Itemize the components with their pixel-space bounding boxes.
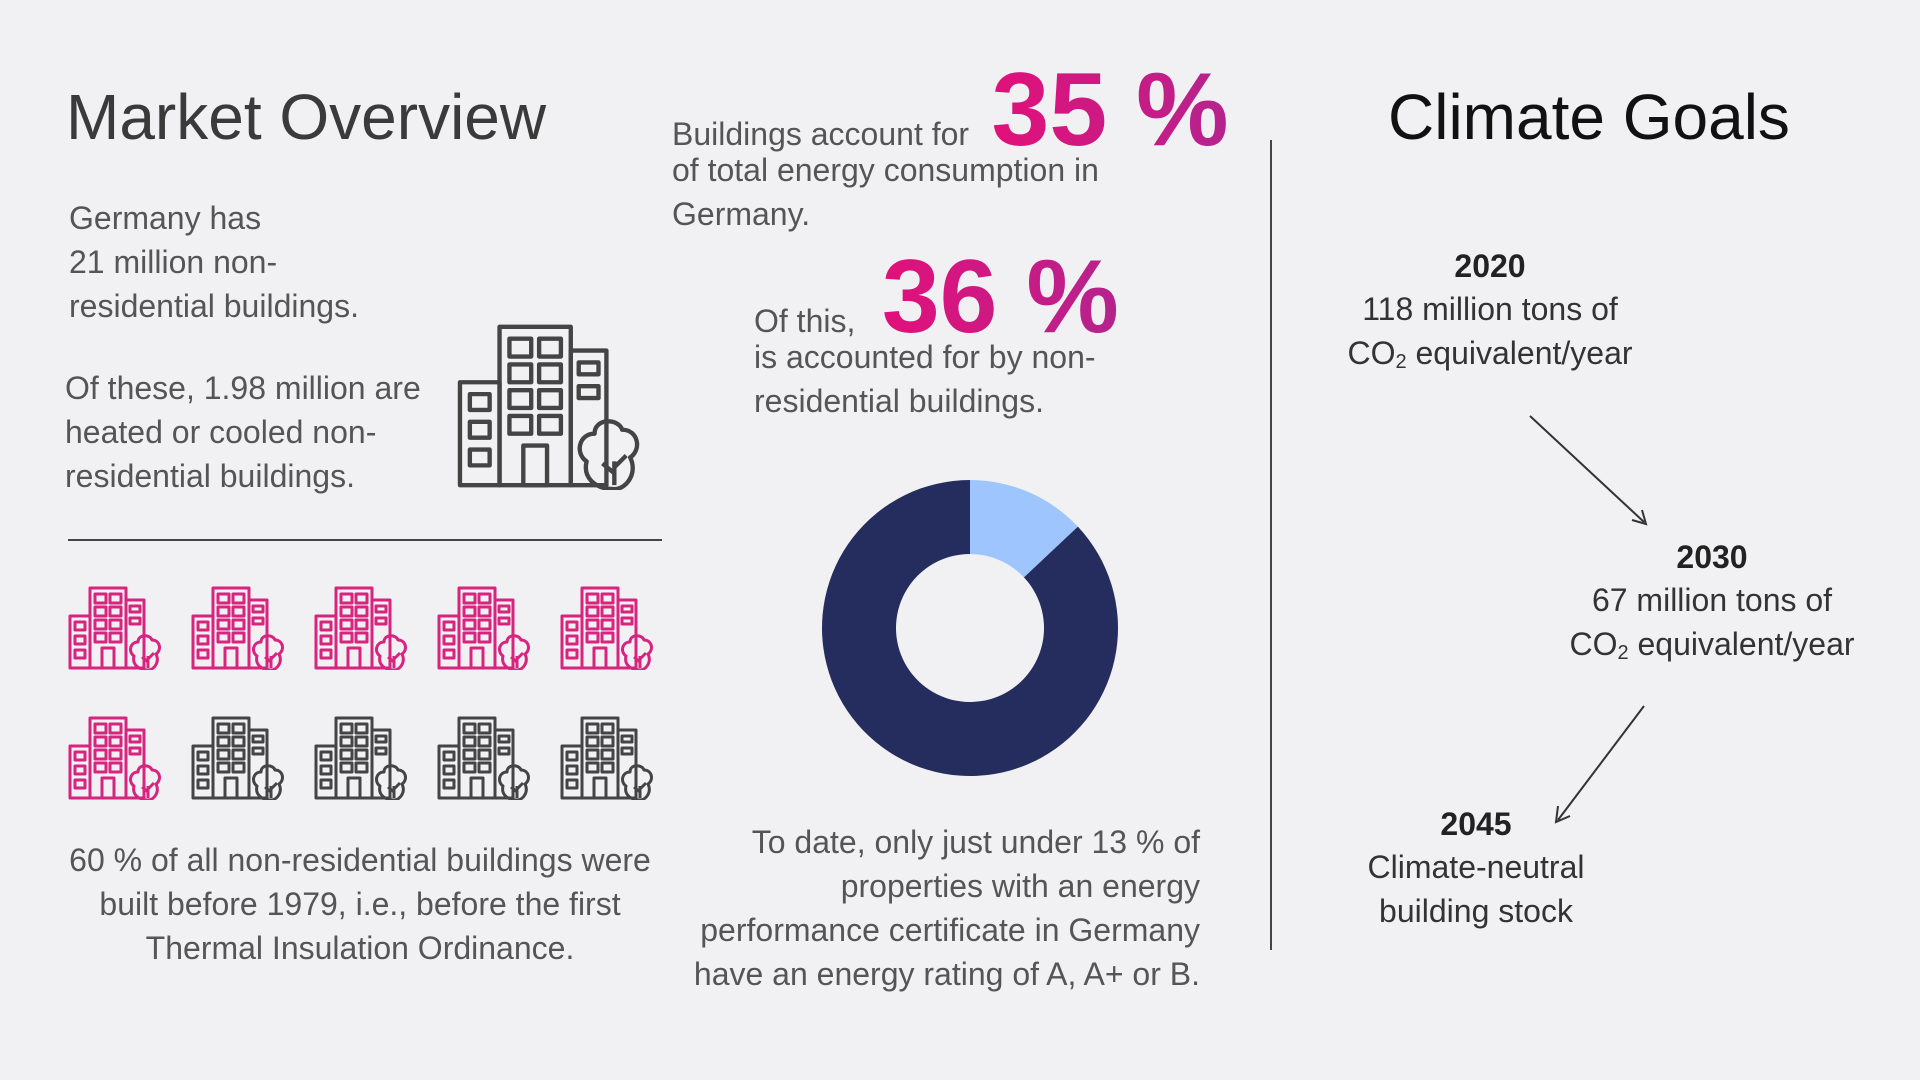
building-icon-highlighted (191, 586, 287, 672)
goal-year: 2030 (1676, 539, 1748, 575)
goal-line-2: CO2 equivalent/year (1569, 626, 1855, 664)
building-icon-grid (68, 586, 668, 806)
nonres-prefix: Of this, (754, 303, 856, 339)
nonres-value: 36 % (881, 239, 1119, 355)
pre-1979-text: 60 % of all non-residential buildings we… (40, 838, 680, 970)
pre1979-line-2: built before 1979, i.e., before the firs… (99, 886, 621, 922)
share-line-2: of total energy consumption in (672, 152, 1099, 188)
section-divider (68, 539, 662, 541)
these-line-2: heated or cooled non- (65, 414, 377, 450)
donut-slice-a-a-or-b-rating (970, 480, 1078, 578)
goal-2045: 2045 Climate-neutral building stock (1316, 806, 1636, 933)
climate-goals-title: Climate Goals (1388, 81, 1790, 153)
column-divider (1270, 140, 1272, 950)
goal-line-1: 118 million tons of (1362, 291, 1618, 327)
building-icon-base (191, 716, 287, 802)
goal-2030: 2030 67 million tons of CO2 equivalent/y… (1552, 539, 1872, 675)
goal-line-1: 67 million tons of (1591, 582, 1833, 618)
arrow-2020-to-2030 (1529, 415, 1648, 526)
rating-line-2: properties with an energy (840, 868, 1200, 904)
energy-share-block: Buildings account for 35 % of total ener… (672, 58, 1232, 236)
share-value: 35 % (991, 52, 1229, 168)
these-line-3: residential buildings. (65, 458, 355, 494)
these-line-1: Of these, 1.98 million are (65, 370, 421, 406)
nonres-line-3: residential buildings. (754, 383, 1044, 419)
building-icon-highlighted (68, 586, 164, 672)
goal-line-2: CO2 equivalent/year (1347, 335, 1633, 373)
rating-line-1: To date, only just under 13 % of (751, 824, 1200, 860)
germany-line-2: 21 million non- (69, 244, 278, 280)
goal-line-1: Climate-neutral (1367, 849, 1585, 885)
goal-line-2: building stock (1379, 893, 1573, 929)
pre1979-line-3: Thermal Insulation Ordinance. (145, 930, 575, 966)
heated-buildings-text: Of these, 1.98 million are heated or coo… (65, 366, 465, 498)
goal-year: 2020 (1454, 248, 1526, 284)
goal-2020: 2020 118 million tons of CO2 equivalent/… (1330, 248, 1650, 384)
germany-buildings-text: Germany has 21 million non- residential … (69, 196, 449, 328)
nonres-share-block: Of this, 36 % is accounted for by non- r… (754, 245, 1234, 423)
donut-slice-other-ratings (822, 480, 1118, 776)
building-icon-highlighted (68, 716, 164, 802)
building-icon-base (437, 716, 533, 802)
building-icon-highlighted (560, 586, 656, 672)
germany-line-3: residential buildings. (69, 288, 359, 324)
arrow-2030-to-2045 (1554, 705, 1645, 824)
rating-line-4: have an energy rating of A, A+ or B. (693, 956, 1200, 992)
share-prefix: Buildings account for (672, 116, 970, 152)
building-icon-highlighted (437, 586, 533, 672)
rating-line-3: performance certificate in Germany (700, 912, 1200, 948)
energy-rating-text: To date, only just under 13 % of propert… (640, 820, 1200, 996)
share-line-3: Germany. (672, 196, 811, 232)
building-icon-base (314, 716, 410, 802)
goal-year: 2045 (1440, 806, 1512, 842)
nonres-line-2: is accounted for by non- (754, 339, 1096, 375)
building-icon-base (560, 716, 656, 802)
pre1979-line-1: 60 % of all non-residential buildings we… (69, 842, 651, 878)
building-icon (456, 322, 646, 492)
market-overview-title: Market Overview (66, 81, 547, 153)
germany-line-1: Germany has (69, 200, 262, 236)
building-icon-highlighted (314, 586, 410, 672)
energy-rating-donut-chart (822, 480, 1118, 776)
